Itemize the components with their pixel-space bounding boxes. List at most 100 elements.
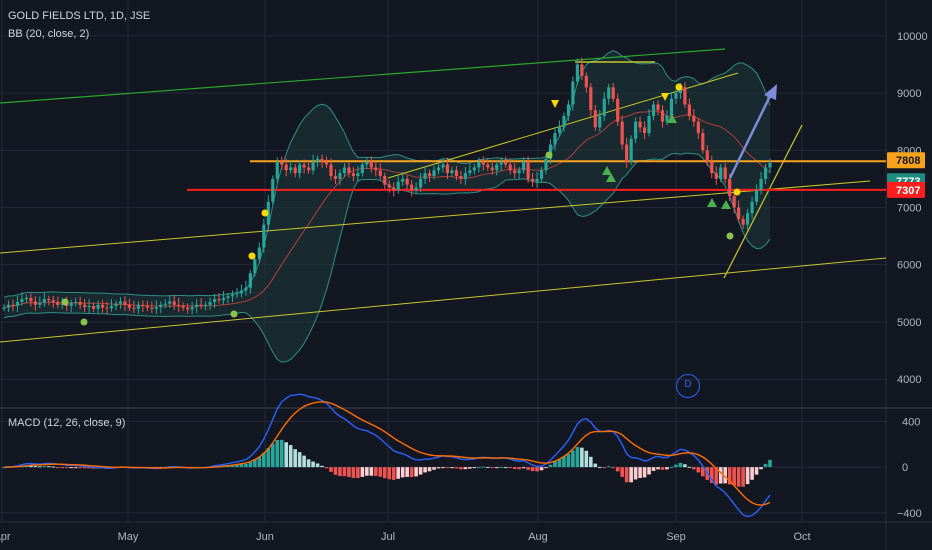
macd-histogram-bar xyxy=(727,467,732,485)
candle-body xyxy=(262,224,266,248)
candle-body xyxy=(732,196,736,208)
bb-fill xyxy=(4,50,770,363)
macd-histogram-bar xyxy=(732,467,736,486)
candle-body xyxy=(33,301,37,305)
macd-histogram-bar xyxy=(87,467,91,469)
candle-body xyxy=(333,176,338,179)
macd-histogram-bar xyxy=(387,467,392,480)
macd-histogram-bar xyxy=(611,467,616,469)
time-axis[interactable]: Apr May Jun Jul Aug Sep Oct xyxy=(0,531,811,543)
candle-body xyxy=(289,167,293,171)
macd-histogram-bar xyxy=(38,466,42,468)
candle-body xyxy=(15,301,20,306)
candle-body xyxy=(199,304,203,306)
candle-body xyxy=(203,304,208,306)
macd-histogram-bar xyxy=(351,467,356,478)
signal-triangle-up xyxy=(721,200,731,209)
macd-histogram-bar xyxy=(46,466,51,468)
candle-body xyxy=(513,170,517,174)
macd-histogram-bar xyxy=(445,467,450,469)
macd-histogram-bar xyxy=(615,467,620,472)
macd-histogram-bar xyxy=(244,463,248,468)
candle-body xyxy=(78,301,82,305)
macd-histogram-bar xyxy=(508,467,512,469)
candle-body xyxy=(365,161,369,165)
dividend-marker[interactable]: D xyxy=(676,374,700,398)
candle-body xyxy=(463,173,467,179)
macd-histogram-bar xyxy=(365,467,369,476)
candle-body xyxy=(607,87,611,99)
candle-body xyxy=(562,115,566,128)
candle-body xyxy=(74,301,78,304)
macd-histogram-bar xyxy=(342,467,347,477)
candle-body xyxy=(100,304,105,308)
price-pane[interactable] xyxy=(0,48,887,363)
time-tick-label: Jul xyxy=(381,531,395,543)
candle-body xyxy=(548,144,553,159)
macd-histogram-bar xyxy=(696,467,701,473)
candle-body xyxy=(392,187,396,191)
bb-indicator-label[interactable]: BB (20, close, 2) xyxy=(8,28,90,40)
candle-body xyxy=(51,300,55,302)
candle-body xyxy=(244,287,248,291)
candle-body xyxy=(320,158,324,162)
macd-tick-label: −400 xyxy=(897,508,922,520)
candle-body xyxy=(580,64,584,76)
candle-body xyxy=(195,304,199,308)
macd-pane[interactable] xyxy=(2,393,772,518)
macd-histogram-bar xyxy=(73,467,78,469)
macd-histogram-bar xyxy=(503,467,508,469)
candle-body xyxy=(374,167,378,171)
macd-histogram-bar xyxy=(356,467,360,479)
macd-histogram-bar xyxy=(297,452,302,468)
candle-body xyxy=(535,178,539,182)
candle-body xyxy=(221,297,226,301)
macd-histogram-bar xyxy=(311,461,315,468)
candle-body xyxy=(280,161,284,165)
candle-body xyxy=(584,75,588,88)
candle-body xyxy=(20,299,24,302)
candle-body xyxy=(530,178,535,182)
macd-histogram-bar xyxy=(678,462,683,468)
candle-body xyxy=(705,150,709,162)
macd-histogram-bar xyxy=(763,463,768,468)
candle-body xyxy=(665,115,669,122)
candle-body xyxy=(499,161,503,165)
trendline-yellow-low xyxy=(0,257,887,343)
candle-body xyxy=(105,307,109,309)
macd-histogram-bar xyxy=(2,467,6,469)
candle-body xyxy=(714,173,718,179)
symbol-title[interactable]: GOLD FIELDS LTD, 1D, JSE xyxy=(8,10,151,22)
price-tick-label: 9000 xyxy=(897,88,921,100)
macd-histogram-bar xyxy=(754,467,759,475)
candle-body xyxy=(620,121,624,145)
macd-histogram-bar xyxy=(266,448,271,468)
candle-body xyxy=(298,164,302,174)
candle-body xyxy=(759,178,763,191)
candle-body xyxy=(212,299,217,302)
candle-body xyxy=(163,303,167,305)
macd-histogram-bar xyxy=(768,459,772,468)
macd-histogram-bar xyxy=(597,466,602,468)
candle-body xyxy=(145,305,149,308)
candle-body xyxy=(651,104,656,116)
candle-body xyxy=(42,299,46,303)
macd-histogram-bar xyxy=(485,466,490,468)
macd-histogram-bar xyxy=(709,467,714,483)
candle-body xyxy=(315,158,320,162)
macd-histogram-bar xyxy=(423,467,427,473)
macd-histogram-bar xyxy=(333,467,338,475)
candle-body xyxy=(710,161,714,174)
candle-body xyxy=(696,121,700,134)
candle-body xyxy=(763,167,768,179)
macd-histogram-bar xyxy=(521,467,526,469)
macd-indicator-label[interactable]: MACD (12, 26, close, 9) xyxy=(8,417,126,429)
candle-body xyxy=(432,170,436,177)
candle-body xyxy=(575,64,579,82)
macd-histogram-bar xyxy=(651,467,656,471)
candle-body xyxy=(611,87,615,99)
candle-body xyxy=(625,144,629,162)
macd-histogram-bar xyxy=(288,445,293,468)
